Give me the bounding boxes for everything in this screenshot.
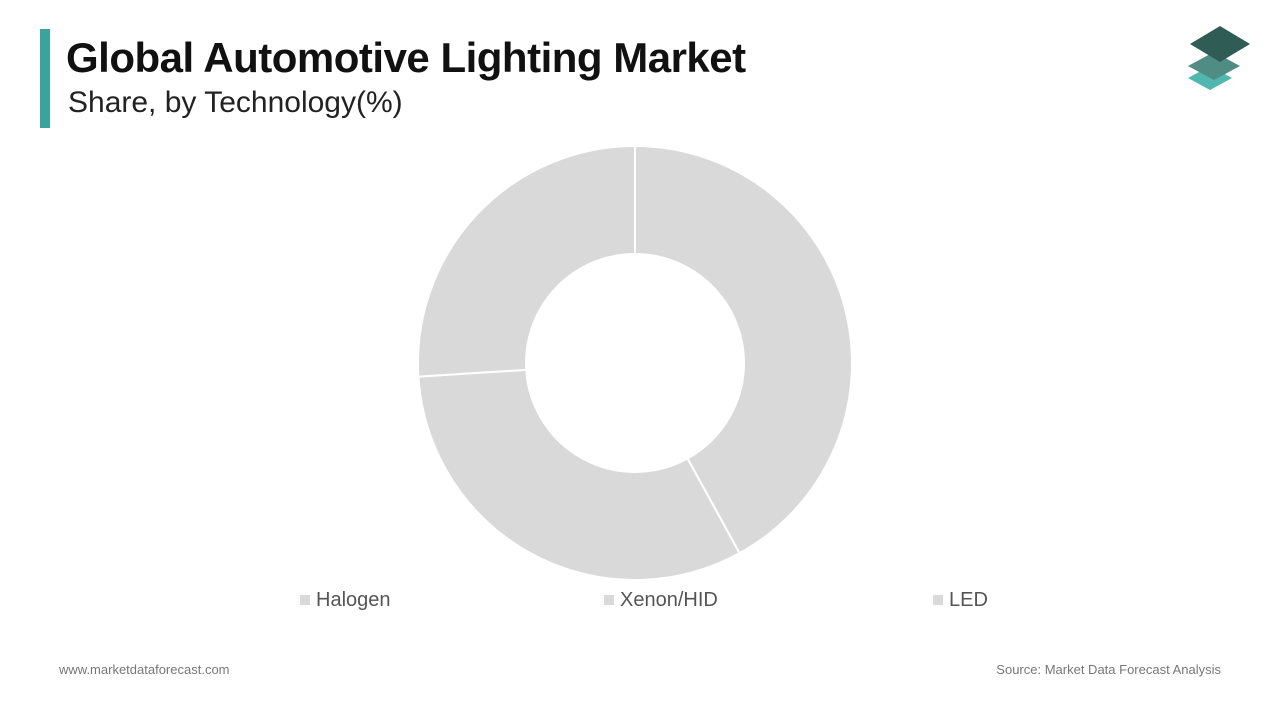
legend-swatch-led [933, 595, 943, 605]
slice-led [417, 144, 636, 378]
footer-website: www.marketdataforecast.com [59, 662, 230, 677]
slice-halogen [634, 144, 854, 555]
chart-title: Global Automotive Lighting Market [66, 34, 746, 81]
legend-swatch-halogen [300, 595, 310, 605]
footer-source: Source: Market Data Forecast Analysis [996, 662, 1221, 677]
legend-item-xenon-hid: Xenon/HID [604, 588, 718, 612]
donut-slices [417, 144, 854, 582]
legend-label-led: LED [949, 588, 988, 611]
legend-label-halogen: Halogen [316, 588, 391, 611]
logo-layer-top [1190, 26, 1250, 62]
legend-swatch-xenon-hid [604, 595, 614, 605]
brand-logo-icon [1188, 26, 1250, 90]
title-accent-bar [40, 29, 50, 128]
slice-xenon-hid [417, 368, 741, 582]
legend-label-xenon-hid: Xenon/HID [620, 588, 718, 611]
chart-subtitle: Share, by Technology(%) [68, 86, 403, 119]
logo-layer-middle [1188, 52, 1240, 80]
legend-item-halogen: Halogen [300, 588, 391, 612]
legend-item-led: LED [933, 588, 988, 612]
